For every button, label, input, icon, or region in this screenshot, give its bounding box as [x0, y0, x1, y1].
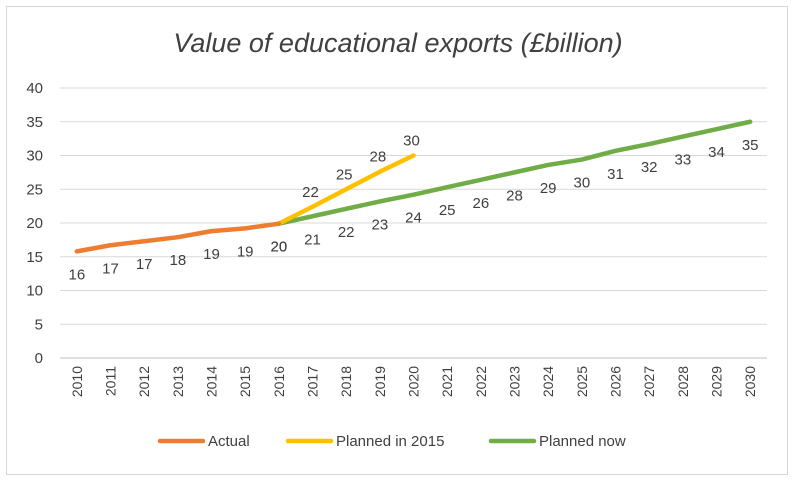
data-label: 29: [540, 180, 557, 197]
x-tick-label: 2017: [305, 366, 321, 397]
x-tick-label: 2026: [608, 366, 624, 397]
data-label: 30: [403, 133, 420, 150]
x-tick-label: 2020: [406, 366, 422, 397]
data-label: 32: [641, 159, 658, 176]
y-tick-label: 35: [26, 114, 43, 131]
x-tick-label: 2013: [170, 366, 186, 397]
data-label: 25: [336, 166, 353, 183]
data-label: 20: [270, 239, 287, 256]
series-line-planned-in-2015: [276, 153, 416, 226]
x-tick-label: 2011: [103, 366, 119, 396]
y-tick-label: 30: [26, 148, 43, 165]
data-label: 34: [708, 144, 725, 161]
data-label: 25: [439, 202, 456, 219]
y-tick-label: 15: [26, 249, 43, 266]
x-tick-label: 2027: [641, 366, 657, 397]
y-tick-label: 10: [26, 283, 43, 300]
x-tick-label: 2015: [237, 366, 253, 397]
x-tick-label: 2023: [507, 366, 523, 397]
x-tick-label: 2010: [69, 366, 85, 397]
data-label: 22: [338, 224, 355, 241]
data-label: 23: [371, 216, 388, 233]
x-tick-label: 2025: [574, 366, 590, 397]
data-label: 35: [742, 137, 759, 154]
data-label: 18: [169, 252, 186, 269]
gridlines: [60, 87, 767, 359]
legend: Actual Planned in 2015 Planned now: [157, 433, 626, 450]
data-label: 17: [136, 256, 153, 273]
data-label: 31: [607, 166, 624, 183]
y-tick-label: 40: [26, 80, 43, 97]
data-label: 19: [203, 246, 220, 263]
x-tick-label: 2030: [742, 366, 758, 397]
x-tick-label: 2014: [204, 366, 220, 397]
chart-title: Value of educational exports (£billion): [173, 28, 622, 58]
data-label: 22: [302, 184, 319, 201]
legend-label: Planned now: [539, 433, 626, 450]
data-label: 17: [102, 260, 119, 277]
x-tick-label: 2029: [709, 366, 725, 397]
x-tick-label: 2016: [271, 366, 287, 397]
data-label: 19: [237, 243, 254, 260]
series-line-planned-now: [276, 119, 753, 226]
legend-label: Planned in 2015: [336, 433, 444, 450]
x-tick-label: 2019: [372, 366, 388, 397]
x-tick-label: 2024: [540, 366, 556, 397]
x-tick-label: 2021: [439, 366, 455, 397]
x-tick-label: 2012: [136, 366, 152, 397]
x-tick-label: 2018: [338, 366, 354, 397]
data-label: 20: [270, 239, 287, 256]
y-tick-label: 25: [26, 181, 43, 198]
series-lines: [74, 119, 753, 254]
data-label: 33: [674, 152, 691, 169]
y-axis-ticks: 0 5 10 15 20 25 30 35 40: [26, 80, 43, 367]
x-axis-ticks: 2010 2011 2012 2013 2014 2015 2016 2017 2018 2019…: [69, 366, 758, 397]
data-label: 21: [304, 231, 321, 248]
data-label: 28: [506, 187, 523, 204]
data-label: 30: [573, 175, 590, 192]
x-tick-label: 2028: [675, 366, 691, 397]
legend-label: Actual: [208, 433, 250, 450]
y-tick-label: 0: [35, 350, 43, 367]
data-label: 16: [68, 266, 85, 283]
series-line-actual: [74, 221, 282, 254]
data-label: 26: [472, 195, 489, 212]
x-tick-label: 2022: [473, 366, 489, 397]
y-tick-label: 20: [26, 215, 43, 232]
data-label: 24: [405, 210, 422, 227]
data-label: 28: [369, 149, 386, 166]
y-tick-label: 5: [35, 316, 43, 333]
